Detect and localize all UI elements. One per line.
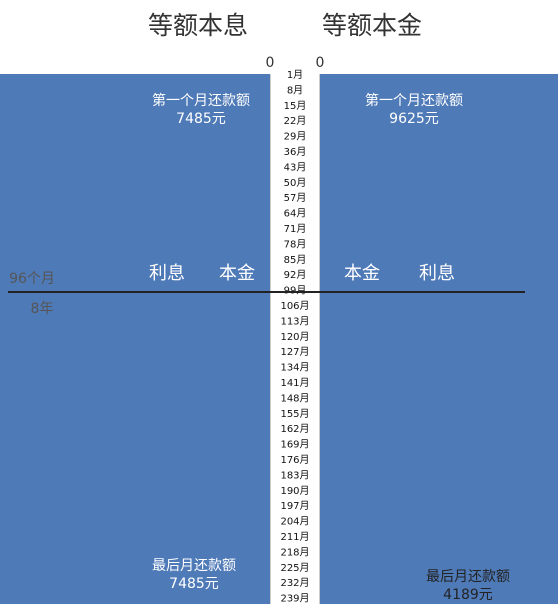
month-label: 8月 [287, 84, 303, 96]
month-label: 190月 [280, 485, 309, 497]
month-label: 183月 [280, 469, 309, 481]
left-first-value: 7485元 [176, 111, 226, 127]
month-label: 29月 [284, 131, 307, 143]
right-last-label: 最后月还款额 [426, 569, 510, 585]
left-last-label: 最后月还款额 [152, 558, 236, 574]
month-label: 134月 [280, 362, 309, 374]
month-label: 120月 [280, 331, 309, 343]
left-last-value: 7485元 [169, 576, 219, 592]
left-tick-label: 0 [266, 55, 275, 71]
month-label: 106月 [280, 300, 309, 312]
month-axis: 1月 8月 15月 22月 29月 36月 43月 50月 57月 64月 71月 78月 85月 92月… [280, 69, 309, 605]
left-principal-area [0, 74, 270, 604]
right-first-value: 9625元 [389, 111, 439, 127]
month-label: 92月 [284, 269, 307, 281]
month-label: 197月 [280, 500, 309, 512]
right-chart-title: 等额本金 [322, 11, 422, 40]
month-label: 85月 [284, 254, 307, 266]
month-label: 78月 [284, 238, 307, 250]
month-label: 71月 [284, 223, 307, 235]
month-label: 22月 [284, 115, 307, 127]
month-label: 232月 [280, 577, 309, 589]
left-axis: 1000080006000400020000 [266, 55, 275, 71]
month-label: 57月 [284, 192, 307, 204]
right-principal-area [320, 74, 558, 604]
month-label: 155月 [280, 408, 309, 420]
month-label: 36月 [284, 146, 307, 158]
month-label: 162月 [280, 423, 309, 435]
month-label: 15月 [284, 100, 307, 112]
month-label: 225月 [280, 562, 309, 574]
marker-year-label: 8年 [31, 301, 54, 317]
month-label: 204月 [280, 516, 309, 528]
left-interest-label: 利息 [149, 263, 185, 284]
left-principal-label: 本金 [219, 263, 255, 284]
left-area-chart [0, 74, 270, 604]
month-label: 113月 [280, 315, 309, 327]
month-label: 176月 [280, 454, 309, 466]
marker-month-label: 96个月 [9, 271, 55, 287]
right-axis: 0200040006000800010000 [316, 55, 325, 71]
month-label: 99月 [284, 285, 307, 297]
left-first-label: 第一个月还款额 [152, 92, 250, 109]
month-label: 127月 [280, 346, 309, 358]
month-label: 148月 [280, 392, 309, 404]
right-last-value: 4189元 [443, 587, 493, 603]
month-label: 239月 [280, 593, 309, 605]
month-label: 64月 [284, 208, 307, 220]
right-interest-label: 利息 [419, 263, 455, 284]
right-area-chart [320, 74, 558, 604]
right-first-label: 第一个月还款额 [365, 92, 463, 109]
month-label: 141月 [280, 377, 309, 389]
month-label: 169月 [280, 439, 309, 451]
right-principal-label: 本金 [344, 263, 380, 284]
month-label: 218月 [280, 546, 309, 558]
month-label: 50月 [284, 177, 307, 189]
month-label: 43月 [284, 161, 307, 173]
month-label: 1月 [287, 69, 303, 81]
month-label: 211月 [280, 531, 309, 543]
left-chart-title: 等额本息 [148, 11, 248, 40]
right-tick-label: 0 [316, 55, 325, 71]
